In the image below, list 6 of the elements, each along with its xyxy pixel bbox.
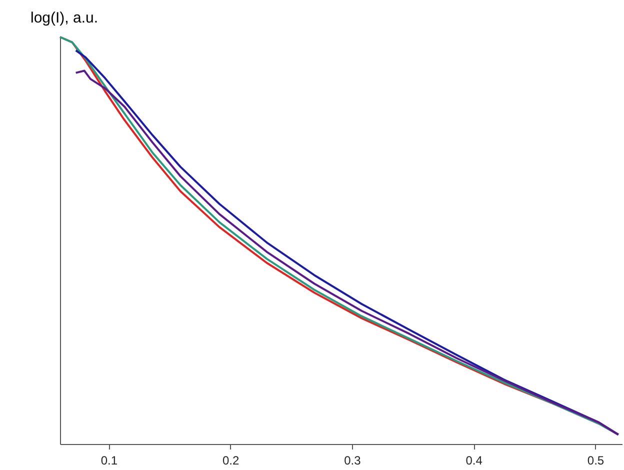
y-axis-title: log(I), a.u. bbox=[30, 10, 98, 26]
x-tick-label: 0.1 bbox=[100, 454, 118, 468]
x-tick-label: 0.3 bbox=[344, 454, 362, 468]
x-tick-label: 0.5 bbox=[587, 454, 604, 468]
x-tick-label: 0.2 bbox=[222, 454, 240, 468]
x-tick-label: 0.4 bbox=[466, 454, 483, 468]
